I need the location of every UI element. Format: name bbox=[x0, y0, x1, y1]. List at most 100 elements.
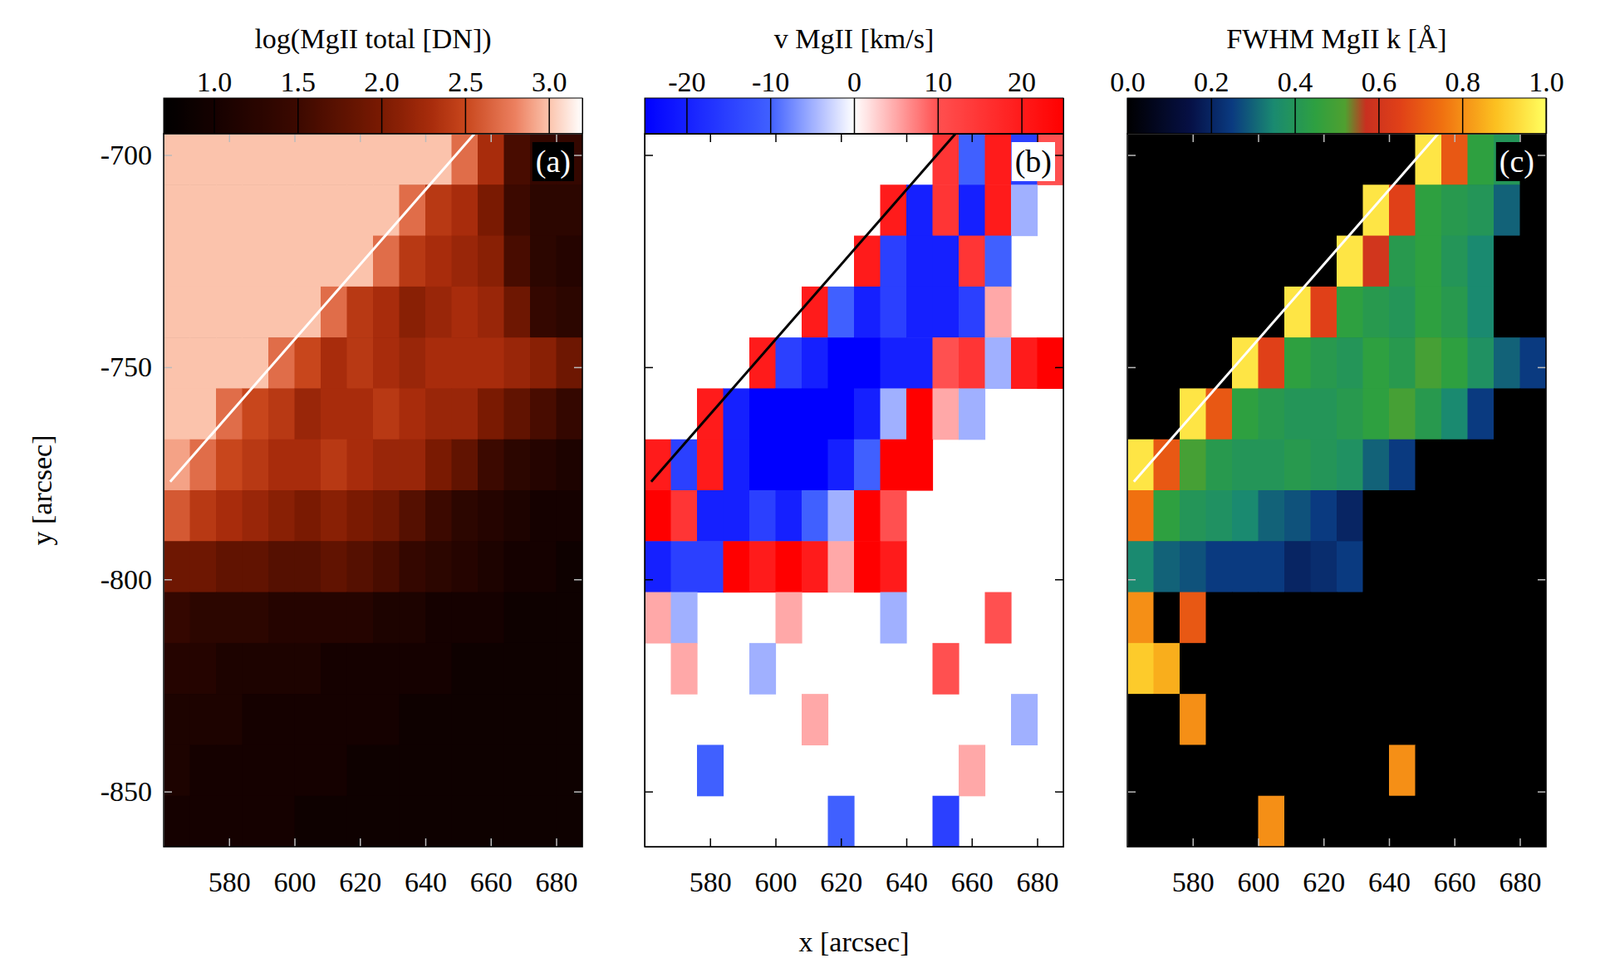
tick-mark bbox=[644, 154, 653, 157]
cell bbox=[1520, 592, 1547, 644]
cell bbox=[1441, 337, 1468, 389]
tick-mark bbox=[1036, 133, 1039, 143]
tick-label: 0 bbox=[847, 66, 862, 98]
plot-background bbox=[163, 133, 583, 847]
cell bbox=[504, 286, 531, 339]
cell bbox=[671, 439, 698, 491]
cell bbox=[451, 540, 479, 593]
cell bbox=[242, 592, 270, 644]
cell bbox=[190, 133, 217, 186]
tick bbox=[1127, 579, 1136, 580]
cell bbox=[347, 286, 374, 339]
cell bbox=[556, 592, 584, 644]
cell bbox=[985, 184, 1012, 236]
tick-mark bbox=[1388, 838, 1391, 847]
cell bbox=[530, 592, 557, 644]
cell bbox=[1493, 693, 1521, 746]
cell bbox=[1363, 235, 1390, 288]
tick-mark bbox=[1055, 579, 1064, 581]
cell bbox=[320, 133, 348, 186]
cell bbox=[163, 387, 191, 440]
cell bbox=[1363, 744, 1390, 796]
cell bbox=[504, 642, 531, 695]
cell bbox=[1363, 592, 1390, 644]
cell bbox=[347, 693, 374, 746]
cell bbox=[1153, 693, 1181, 746]
x-axis-line bbox=[645, 838, 1065, 848]
cell bbox=[1467, 235, 1495, 288]
cell bbox=[1231, 490, 1259, 542]
cell bbox=[1258, 744, 1286, 796]
cell bbox=[215, 795, 243, 847]
cell bbox=[1284, 439, 1311, 491]
cell bbox=[190, 693, 217, 746]
cell bbox=[399, 795, 427, 847]
cell bbox=[1520, 744, 1547, 796]
cell bbox=[373, 540, 400, 593]
cell bbox=[671, 592, 698, 644]
cell bbox=[1336, 592, 1364, 644]
cell bbox=[399, 387, 427, 440]
cell bbox=[958, 235, 986, 288]
tick-label: 2.5 bbox=[447, 66, 484, 98]
y-axis-line bbox=[1128, 134, 1137, 848]
tick bbox=[1055, 791, 1064, 793]
cell bbox=[451, 795, 479, 847]
cell bbox=[1520, 642, 1547, 695]
tick-label: -10 bbox=[751, 66, 790, 98]
cell bbox=[215, 540, 243, 593]
cell bbox=[1520, 387, 1547, 440]
cell bbox=[1363, 642, 1390, 695]
cell bbox=[1206, 490, 1233, 542]
cell bbox=[477, 540, 505, 593]
tick bbox=[906, 133, 908, 143]
cell bbox=[294, 133, 322, 186]
cell bbox=[1231, 744, 1259, 796]
cell bbox=[242, 439, 270, 491]
cell bbox=[320, 744, 348, 796]
cell bbox=[294, 490, 322, 542]
tick-label: 620 bbox=[819, 866, 863, 898]
tick bbox=[425, 133, 427, 143]
cell bbox=[425, 693, 452, 746]
cell bbox=[1284, 540, 1311, 593]
cell bbox=[1127, 642, 1154, 695]
cell bbox=[1179, 540, 1207, 593]
tick-mark bbox=[294, 838, 296, 847]
cell bbox=[1493, 387, 1521, 440]
tick-mark bbox=[574, 154, 583, 157]
cell bbox=[1467, 642, 1495, 695]
panel-label-group: (b) bbox=[1011, 142, 1056, 182]
cell bbox=[1258, 693, 1286, 746]
panel-label: (b) bbox=[1015, 143, 1052, 180]
cell bbox=[880, 387, 908, 440]
cell bbox=[1415, 795, 1443, 847]
cell bbox=[1206, 642, 1233, 695]
cell bbox=[1520, 795, 1547, 847]
cell bbox=[1310, 592, 1338, 644]
cell bbox=[451, 235, 479, 288]
tick bbox=[1055, 155, 1064, 157]
tick-mark bbox=[775, 838, 777, 847]
figure: 1.01.52.02.53.0log(MgII total [DN])58060… bbox=[0, 0, 1600, 973]
cell bbox=[775, 387, 803, 440]
cell bbox=[1284, 693, 1311, 746]
cell bbox=[775, 592, 803, 644]
cell bbox=[671, 540, 698, 593]
cell bbox=[242, 286, 270, 339]
cell bbox=[399, 693, 427, 746]
cell bbox=[1388, 744, 1416, 796]
cell bbox=[399, 540, 427, 593]
cell bbox=[477, 744, 505, 796]
tick-mark bbox=[1127, 579, 1136, 581]
limb-line bbox=[1133, 133, 1439, 482]
cell bbox=[749, 439, 776, 491]
cell bbox=[399, 439, 427, 491]
limb-line bbox=[651, 133, 956, 482]
cell bbox=[1310, 286, 1338, 339]
y-axis-title: y [arcsec] bbox=[26, 434, 58, 545]
tick-mark bbox=[840, 838, 843, 847]
cell bbox=[242, 540, 270, 593]
cell bbox=[215, 490, 243, 542]
cell bbox=[671, 642, 698, 695]
